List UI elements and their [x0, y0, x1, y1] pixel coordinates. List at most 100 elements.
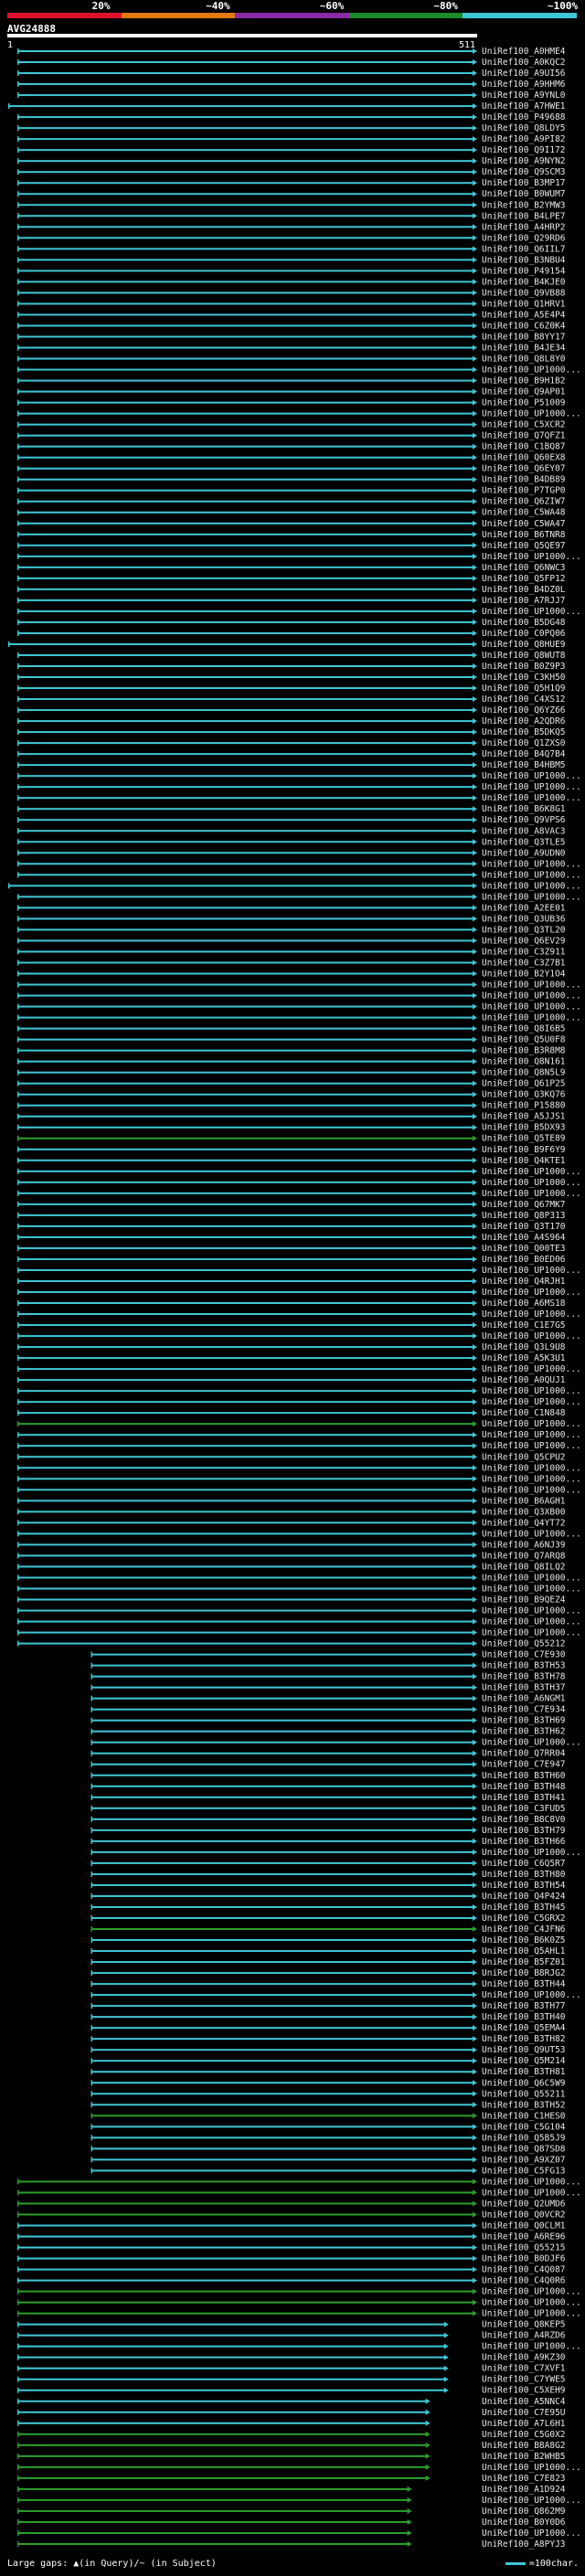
hit-label[interactable]: UniRef100_B3TH37: [482, 1683, 566, 1693]
hit-label[interactable]: UniRef100_UP1000...: [482, 1002, 581, 1012]
hit-bar[interactable]: [17, 566, 474, 568]
hit-bar[interactable]: [17, 720, 474, 723]
hit-label[interactable]: UniRef100_B3TH41: [482, 1793, 566, 1803]
hit-label[interactable]: UniRef100_B3R8M8: [482, 1046, 566, 1056]
hit-label[interactable]: UniRef100_Q7RR04: [482, 1749, 566, 1759]
hit-label[interactable]: UniRef100_UP1000...: [482, 1485, 581, 1495]
hit-label[interactable]: UniRef100_Q5M214: [482, 2056, 566, 2066]
hit-label[interactable]: UniRef100_Q862M9: [482, 2507, 566, 2517]
hit-bar[interactable]: [17, 1279, 474, 1282]
hit-label[interactable]: UniRef100_A2QDR6: [482, 716, 566, 726]
hit-label[interactable]: UniRef100_UP1000...: [482, 1386, 581, 1396]
hit-bar[interactable]: [17, 1456, 474, 1458]
hit-label[interactable]: UniRef100_C7E95U: [482, 2408, 566, 2418]
hit-label[interactable]: UniRef100_Q5QE97: [482, 541, 566, 551]
hit-bar[interactable]: [17, 478, 474, 481]
hit-bar[interactable]: [17, 1126, 474, 1129]
hit-label[interactable]: UniRef100_B3NBU4: [482, 255, 566, 265]
hit-label[interactable]: UniRef100_C3Z911: [482, 947, 566, 957]
hit-bar[interactable]: [90, 2125, 474, 2128]
hit-bar[interactable]: [90, 1839, 474, 1842]
hit-label[interactable]: UniRef100_Q8ILQ2: [482, 1562, 566, 1572]
hit-label[interactable]: UniRef100_B3TH82: [482, 2034, 566, 2044]
hit-bar[interactable]: [17, 1335, 474, 1338]
hit-bar[interactable]: [17, 1324, 474, 1327]
hit-bar[interactable]: [17, 2202, 474, 2205]
hit-label[interactable]: UniRef100_Q5AHL1: [482, 1946, 566, 1956]
hit-bar[interactable]: [90, 1961, 474, 1964]
hit-label[interactable]: UniRef100_C3Z7B1: [482, 958, 566, 968]
hit-bar[interactable]: [17, 467, 474, 470]
hit-bar[interactable]: [17, 1148, 474, 1150]
hit-bar[interactable]: [17, 2246, 474, 2249]
hit-label[interactable]: UniRef100_A9UDN0: [482, 848, 566, 858]
hit-bar[interactable]: [90, 1983, 474, 1986]
hit-label[interactable]: UniRef100_Q6C5W9: [482, 2078, 566, 2088]
hit-bar[interactable]: [17, 1214, 474, 1216]
hit-bar[interactable]: [17, 2268, 474, 2271]
hit-label[interactable]: UniRef100_B3TH45: [482, 1903, 566, 1913]
hit-bar[interactable]: [17, 434, 474, 437]
hit-bar[interactable]: [17, 2279, 474, 2282]
hit-label[interactable]: UniRef100_UP1000...: [482, 1990, 581, 2000]
hit-bar[interactable]: [90, 2038, 474, 2041]
hit-bar[interactable]: [17, 270, 474, 272]
hit-bar[interactable]: [17, 1268, 474, 1271]
hit-label[interactable]: UniRef100_UP1000...: [482, 2496, 581, 2506]
hit-bar[interactable]: [17, 2498, 409, 2501]
hit-label[interactable]: UniRef100_A2EE01: [482, 903, 566, 913]
hit-label[interactable]: UniRef100_B9F6Y9: [482, 1145, 566, 1155]
hit-label[interactable]: UniRef100_UP1000...: [482, 1430, 581, 1440]
hit-label[interactable]: UniRef100_Q0CLM1: [482, 2221, 566, 2231]
hit-label[interactable]: UniRef100_A5JJS1: [482, 1112, 566, 1122]
hit-bar[interactable]: [17, 1203, 474, 1205]
hit-label[interactable]: UniRef100_Q3UB36: [482, 914, 566, 924]
hit-label[interactable]: UniRef100_B6K0Z5: [482, 1935, 566, 1945]
hit-bar[interactable]: [17, 687, 474, 690]
hit-bar[interactable]: [17, 324, 474, 327]
hit-bar[interactable]: [17, 2454, 427, 2457]
hit-label[interactable]: UniRef100_B3TH54: [482, 1881, 566, 1891]
hit-bar[interactable]: [17, 972, 474, 975]
hit-label[interactable]: UniRef100_B8C8V0: [482, 1815, 566, 1825]
hit-bar[interactable]: [17, 1313, 474, 1316]
hit-label[interactable]: UniRef100_B8RJG2: [482, 1968, 566, 1978]
hit-bar[interactable]: [17, 2191, 474, 2194]
hit-label[interactable]: UniRef100_C1HES0: [482, 2111, 566, 2121]
hit-label[interactable]: UniRef100_B8YY17: [482, 332, 566, 342]
hit-label[interactable]: UniRef100_B3TH62: [482, 1727, 566, 1737]
hit-bar[interactable]: [90, 2136, 474, 2139]
hit-bar[interactable]: [17, 620, 474, 623]
hit-label[interactable]: UniRef100_A0QUJ1: [482, 1375, 566, 1385]
hit-label[interactable]: UniRef100_Q8N161: [482, 1057, 566, 1067]
hit-label[interactable]: UniRef100_A7L6H1: [482, 2419, 566, 2429]
hit-bar[interactable]: [17, 1290, 474, 1293]
hit-label[interactable]: UniRef100_UP1000...: [482, 793, 581, 803]
hit-bar[interactable]: [90, 2016, 474, 2019]
hit-bar[interactable]: [17, 983, 474, 986]
hit-label[interactable]: UniRef100_UP1000...: [482, 1529, 581, 1539]
hit-label[interactable]: UniRef100_B3TH48: [482, 1782, 566, 1792]
hit-label[interactable]: UniRef100_UP1000...: [482, 782, 581, 792]
hit-label[interactable]: UniRef100_Q55211: [482, 2089, 566, 2099]
hit-bar[interactable]: [17, 335, 474, 338]
hit-label[interactable]: UniRef100_Q5U0F8: [482, 1035, 566, 1045]
hit-label[interactable]: UniRef100_A4S964: [482, 1233, 566, 1243]
hit-label[interactable]: UniRef100_B2YMW3: [482, 200, 566, 210]
hit-bar[interactable]: [17, 950, 474, 953]
hit-label[interactable]: UniRef100_Q5CPU2: [482, 1452, 566, 1462]
hit-label[interactable]: UniRef100_UP1000...: [482, 1584, 581, 1594]
hit-label[interactable]: UniRef100_Q7ARQ8: [482, 1551, 566, 1561]
hit-bar[interactable]: [90, 1686, 474, 1689]
hit-bar[interactable]: [17, 1642, 474, 1645]
hit-label[interactable]: UniRef100_Q8N5L9: [482, 1068, 566, 1078]
hit-label[interactable]: UniRef100_Q1HRV1: [482, 299, 566, 309]
hit-label[interactable]: UniRef100_P51009: [482, 398, 566, 408]
hit-bar[interactable]: [17, 489, 474, 492]
hit-bar[interactable]: [17, 2411, 427, 2413]
hit-bar[interactable]: [17, 599, 474, 601]
hit-label[interactable]: UniRef100_UP1000...: [482, 892, 581, 902]
hit-label[interactable]: UniRef100_Q9VPS6: [482, 815, 566, 825]
hit-label[interactable]: UniRef100_Q8LDY5: [482, 123, 566, 133]
hit-label[interactable]: UniRef100_Q87SD8: [482, 2144, 566, 2154]
